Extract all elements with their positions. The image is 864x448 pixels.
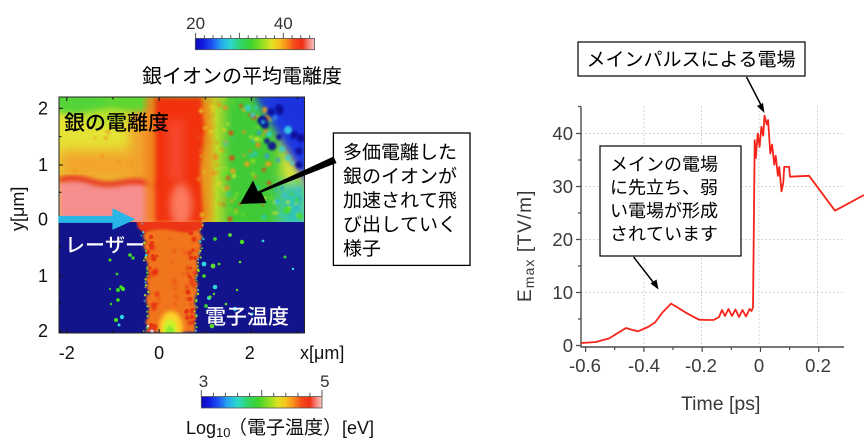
svg-text:30: 30 (552, 176, 573, 197)
svg-text:Time [ps]: Time [ps] (681, 393, 760, 415)
svg-text:-2: -2 (59, 343, 75, 363)
svg-text:2: 2 (38, 99, 48, 119)
svg-text:y[μm]: y[μm] (8, 187, 28, 231)
svg-text:Emax [TV/m]: Emax [TV/m] (515, 190, 537, 302)
svg-text:20: 20 (186, 14, 205, 33)
svg-text:5: 5 (320, 372, 329, 391)
svg-text:0: 0 (754, 355, 764, 376)
svg-text:40: 40 (552, 123, 573, 144)
svg-text:1: 1 (38, 266, 48, 286)
svg-text:1: 1 (38, 155, 48, 175)
svg-text:0: 0 (563, 335, 573, 356)
svg-text:10: 10 (552, 282, 573, 303)
svg-text:-0.2: -0.2 (685, 355, 717, 376)
svg-text:40: 40 (274, 14, 293, 33)
svg-text:0: 0 (154, 343, 164, 363)
svg-text:20: 20 (552, 229, 573, 250)
svg-text:-0.6: -0.6 (569, 355, 601, 376)
svg-text:0.2: 0.2 (805, 355, 831, 376)
svg-text:-0.4: -0.4 (628, 355, 660, 376)
svg-text:2: 2 (38, 321, 48, 341)
svg-text:0: 0 (38, 210, 48, 230)
svg-text:3: 3 (199, 372, 208, 391)
svg-text:[eV]: [eV] (342, 418, 374, 438)
svg-text:2: 2 (245, 343, 255, 363)
svg-text:x[μm]: x[μm] (300, 343, 344, 363)
